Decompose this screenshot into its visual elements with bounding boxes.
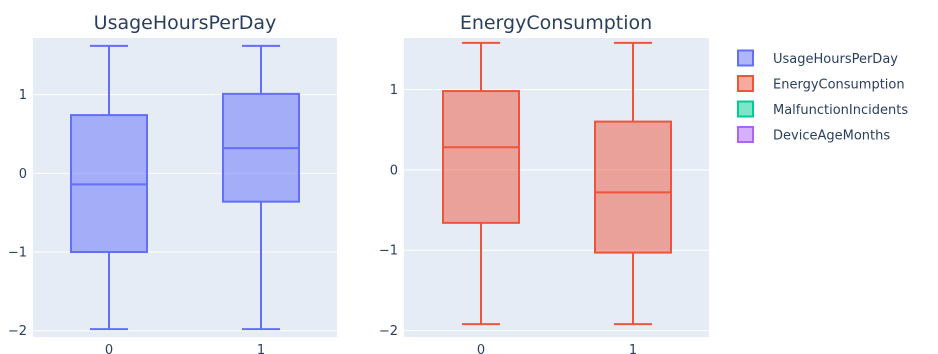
legend-label: EnergyConsumption bbox=[773, 78, 905, 93]
legend-swatch bbox=[737, 75, 754, 92]
y-tick-label: 1 bbox=[390, 83, 398, 98]
box-1[interactable] bbox=[222, 44, 300, 331]
legend-label: DeviceAgeMonths bbox=[773, 129, 890, 144]
legend-swatch bbox=[737, 49, 754, 67]
x-tick-label: 0 bbox=[105, 343, 113, 354]
panel-1: −2 −1 0 1 0 1 UsageHoursPerDay bbox=[8, 12, 337, 354]
x-tick-label: 1 bbox=[257, 343, 265, 354]
legend: UsageHoursPerDay EnergyConsumption Malfunc… bbox=[737, 49, 908, 144]
legend-item[interactable]: EnergyConsumption bbox=[737, 75, 905, 93]
panel-2: −2 −1 0 1 0 1 EnergyConsumption bbox=[379, 12, 709, 354]
y-tick-label: 0 bbox=[390, 163, 398, 178]
legend-swatch bbox=[737, 100, 754, 118]
box-1[interactable] bbox=[594, 41, 672, 326]
y-tick-label: −1 bbox=[8, 246, 27, 261]
chart-title: UsageHoursPerDay bbox=[94, 12, 277, 34]
y-tick-label: −2 bbox=[379, 324, 398, 339]
box-0[interactable] bbox=[70, 44, 148, 331]
box-0[interactable] bbox=[442, 41, 520, 326]
iqr-box bbox=[442, 90, 520, 224]
y-tick-label: −1 bbox=[379, 244, 398, 259]
legend-label: MalfunctionIncidents bbox=[773, 103, 908, 118]
legend-item[interactable]: DeviceAgeMonths bbox=[737, 126, 890, 144]
x-tick-label: 0 bbox=[477, 343, 485, 354]
legend-label: UsageHoursPerDay bbox=[773, 52, 898, 67]
x-tick-label: 1 bbox=[629, 343, 637, 354]
y-tick-label: 1 bbox=[19, 88, 27, 103]
iqr-box bbox=[594, 120, 672, 254]
y-tick-label: 0 bbox=[19, 167, 27, 182]
legend-swatch bbox=[737, 126, 754, 143]
y-tick-label: −2 bbox=[8, 324, 27, 339]
legend-item[interactable]: UsageHoursPerDay bbox=[737, 49, 898, 68]
legend-item[interactable]: MalfunctionIncidents bbox=[737, 100, 908, 119]
chart-title: EnergyConsumption bbox=[460, 12, 652, 34]
